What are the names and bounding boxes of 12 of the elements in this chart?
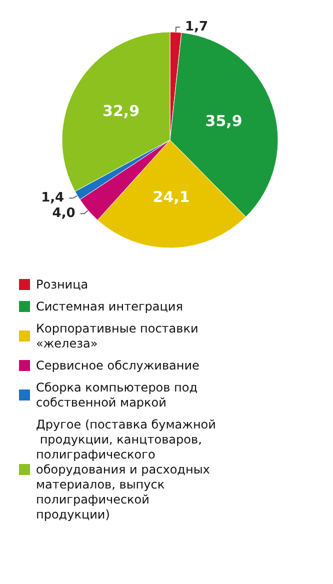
data-label: 24,1 — [152, 188, 190, 206]
data-label: 1,7 — [185, 20, 208, 35]
data-label: 1,4 — [41, 190, 64, 206]
legend-label: Другое (поставка бумажной продукции, канцтоваров, полиграфического оборудования и расходных материалов, выпуск полиграфической продукции) — [36, 418, 216, 522]
data-label: 4,0 — [52, 206, 76, 222]
legend-label: Корпоративные поставки «железа» — [36, 322, 202, 350]
legend-label: Розница — [36, 278, 88, 292]
data-label: 35,9 — [205, 112, 242, 130]
legend-label: Сборка компьютеров под собственной маркой — [36, 380, 202, 410]
legend-label: Системная интеграция — [36, 300, 183, 314]
data-label: 32,9 — [102, 102, 140, 120]
legend-label: Сервисное обслуживание — [36, 358, 200, 372]
